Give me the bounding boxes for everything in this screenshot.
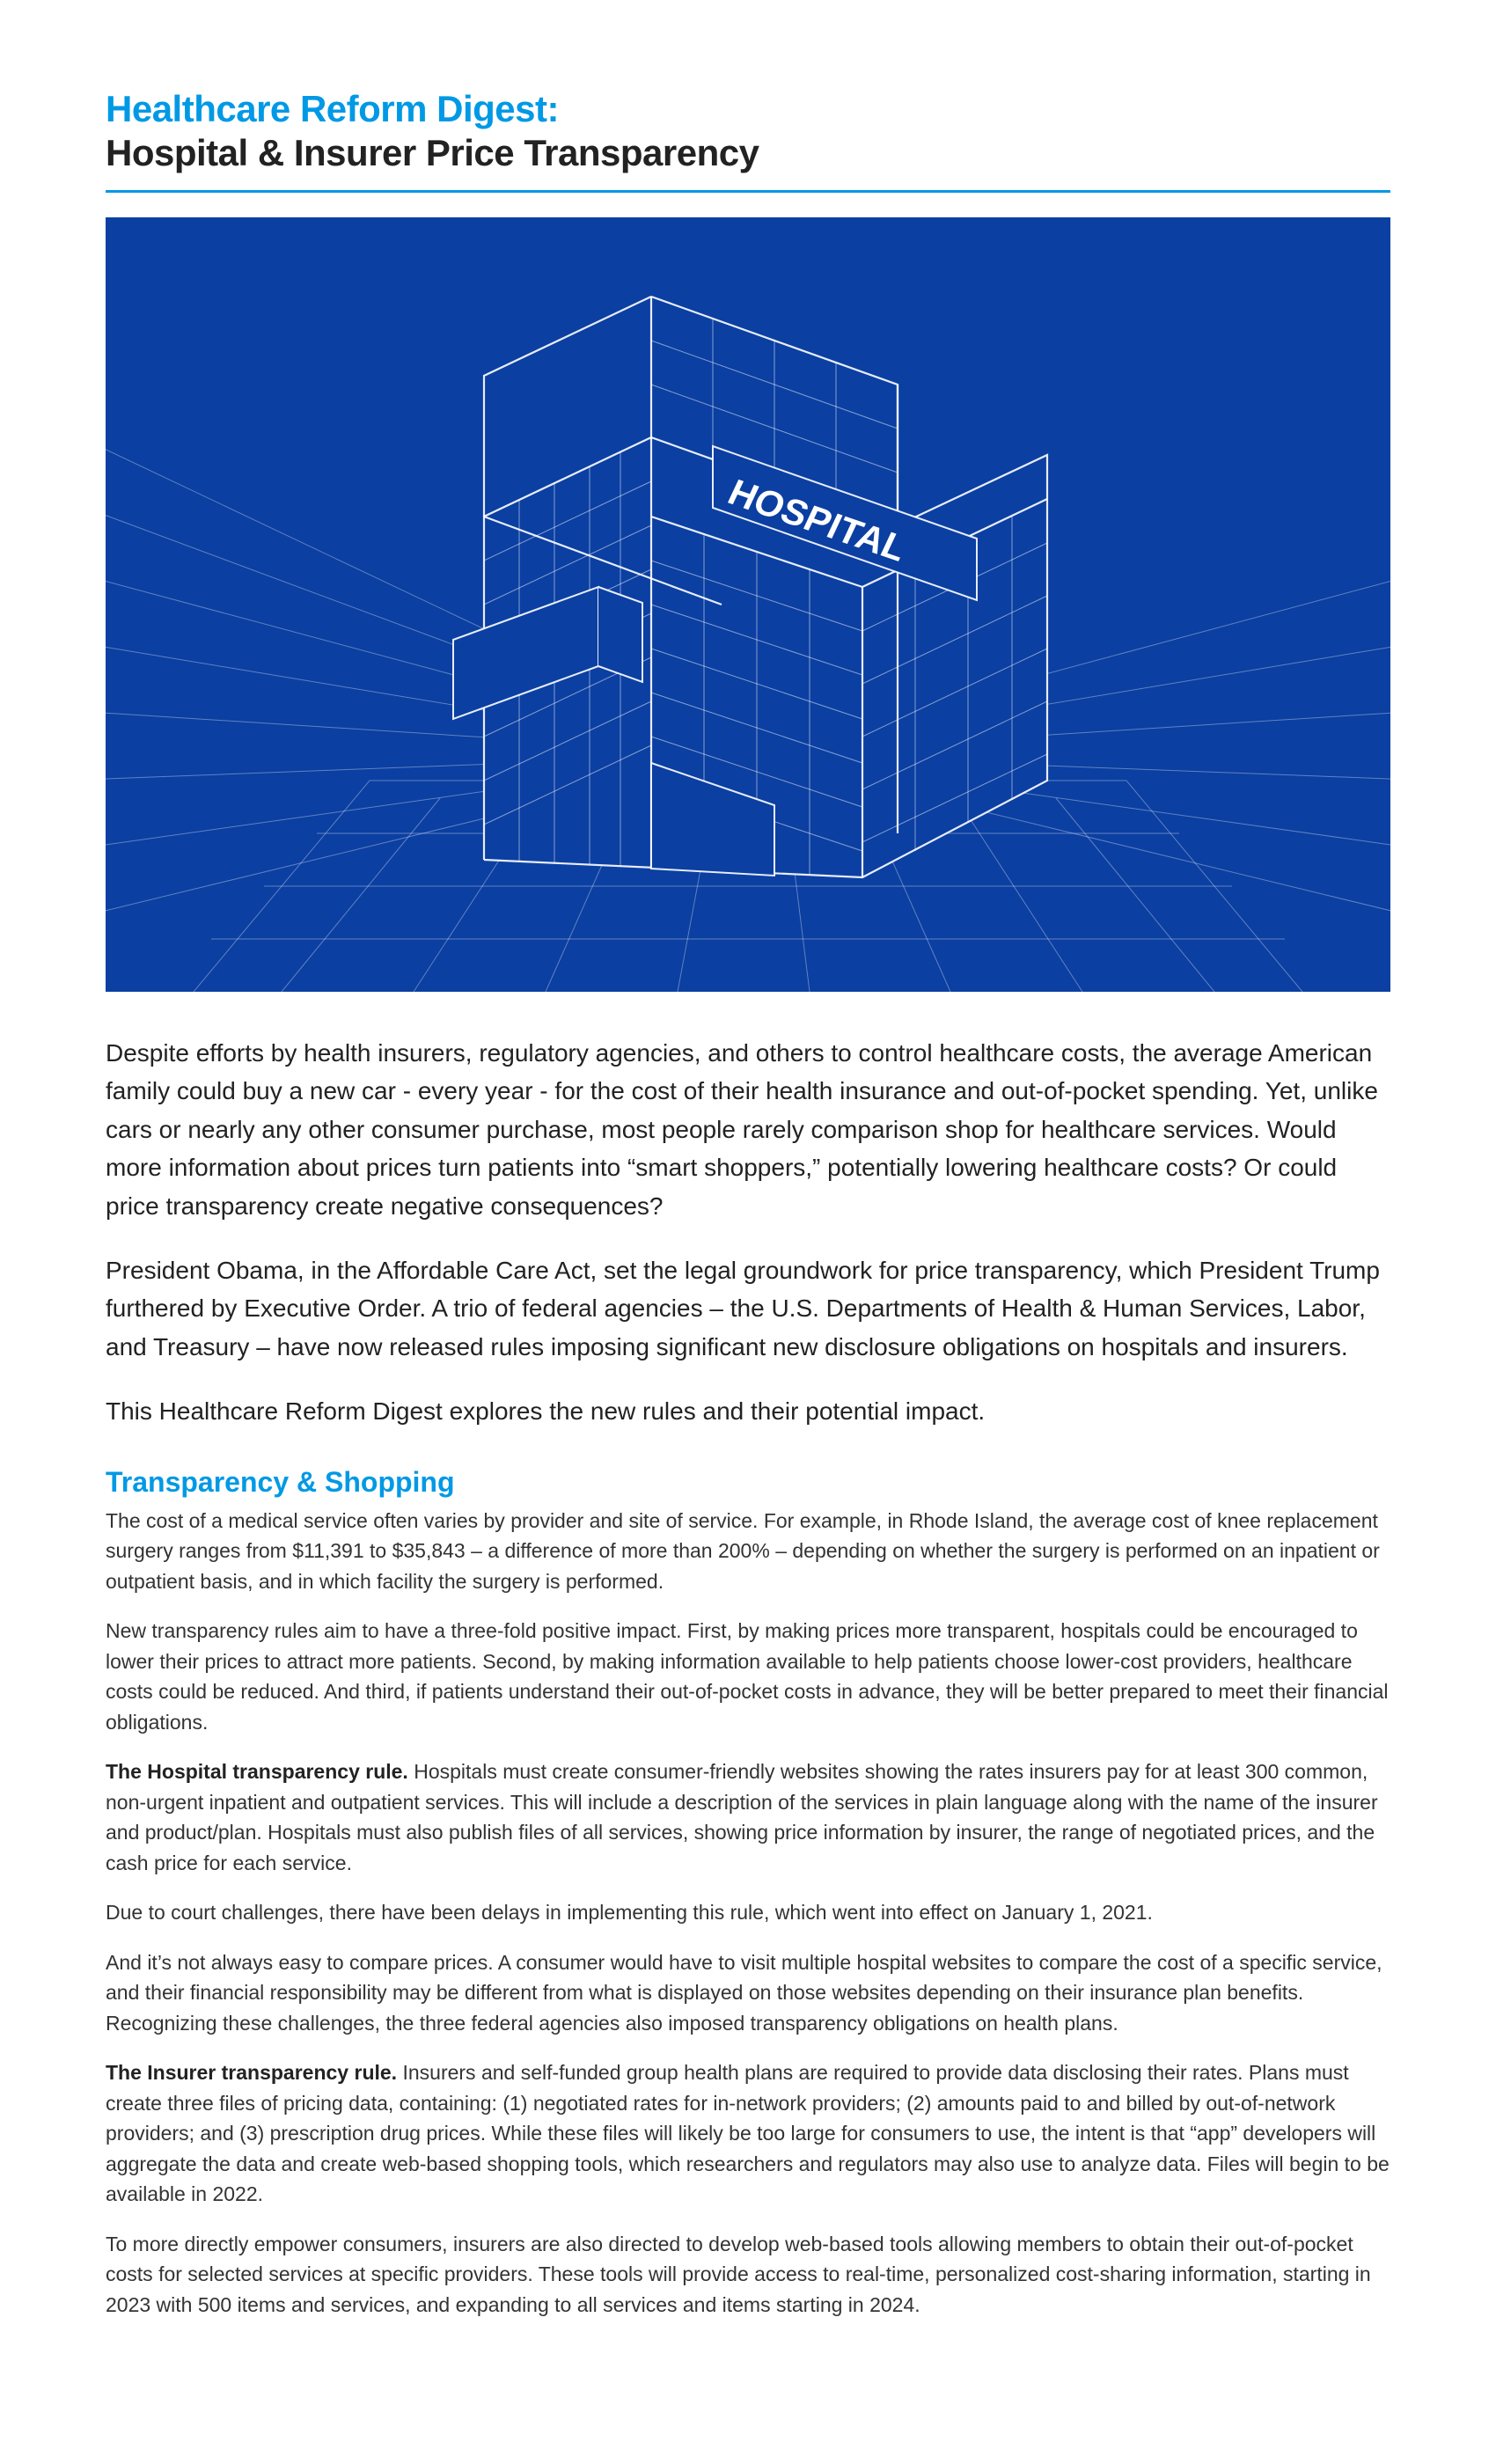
paragraph-text: New transparency rules aim to have a thr… xyxy=(106,1619,1389,1734)
intro-paragraph: This Healthcare Reform Digest explores t… xyxy=(106,1392,1390,1430)
body-paragraph: To more directly empower consumers, insu… xyxy=(106,2229,1390,2321)
intro-paragraph: President Obama, in the Affordable Care … xyxy=(106,1251,1390,1366)
body-paragraph: The Hospital transparency rule. Hospital… xyxy=(106,1756,1390,1878)
title-line-1: Healthcare Reform Digest: xyxy=(106,88,1390,130)
paragraph-text: The cost of a medical service often vari… xyxy=(106,1509,1380,1593)
paragraph-text: And it’s not always easy to compare pric… xyxy=(106,1951,1382,2035)
hospital-blueprint-svg: HOSPITAL xyxy=(106,217,1390,992)
section-body: The cost of a medical service often vari… xyxy=(106,1506,1390,2321)
title-underline-rule xyxy=(106,190,1390,193)
title-line-2: Hospital & Insurer Price Transparency xyxy=(106,132,1390,174)
section-heading: Transparency & Shopping xyxy=(106,1466,1390,1499)
body-paragraph: The cost of a medical service often vari… xyxy=(106,1506,1390,1597)
body-paragraph: The Insurer transparency rule. Insurers … xyxy=(106,2057,1390,2210)
paragraph-text: To more directly empower consumers, insu… xyxy=(106,2233,1371,2316)
body-paragraph: New transparency rules aim to have a thr… xyxy=(106,1616,1390,1737)
paragraph-text: Due to court challenges, there have been… xyxy=(106,1901,1153,1924)
document-title: Healthcare Reform Digest: Hospital & Ins… xyxy=(106,88,1390,174)
body-paragraph: Due to court challenges, there have been… xyxy=(106,1897,1390,1928)
hero-illustration: HOSPITAL xyxy=(106,217,1390,992)
paragraph-lead: The Hospital transparency rule. xyxy=(106,1760,408,1783)
intro-section: Despite efforts by health insurers, regu… xyxy=(106,1034,1390,1431)
paragraph-lead: The Insurer transparency rule. xyxy=(106,2061,397,2084)
body-paragraph: And it’s not always easy to compare pric… xyxy=(106,1947,1390,2039)
intro-paragraph: Despite efforts by health insurers, regu… xyxy=(106,1034,1390,1225)
